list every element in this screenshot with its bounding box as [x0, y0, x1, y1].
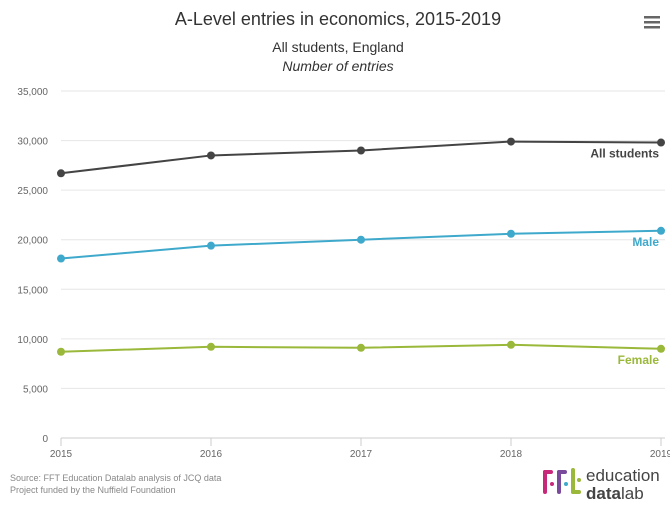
x-tick-label: 2015: [50, 449, 73, 460]
y-tick-label: 15,000: [17, 285, 48, 296]
data-point: [207, 151, 215, 160]
data-point: [507, 229, 515, 238]
data-point: [57, 254, 65, 263]
data-point: [57, 169, 65, 178]
datalab-logo: education datalab: [543, 466, 660, 503]
y-axis-label: Number of entries: [282, 58, 393, 74]
logo-text-lab: lab: [621, 484, 644, 503]
data-point: [357, 343, 365, 352]
logo-text-data: data: [586, 484, 622, 503]
y-tick-label: 0: [42, 434, 48, 445]
series-label: Male: [632, 235, 659, 249]
x-tick-label: 2019: [650, 449, 670, 460]
y-tick-label: 25,000: [17, 186, 48, 197]
data-point: [207, 342, 215, 351]
chart-title: A-Level entries in economics, 2015-2019: [175, 9, 501, 29]
data-point: [207, 241, 215, 250]
series-label: All students: [590, 147, 659, 161]
chart-subtitle: All students, England: [272, 39, 404, 55]
data-point: [657, 226, 665, 235]
y-tick-label: 10,000: [17, 335, 48, 346]
data-point: [57, 347, 65, 356]
y-tick-label: 30,000: [17, 137, 48, 148]
funding-note: Project funded by the Nuffield Foundatio…: [10, 485, 175, 495]
x-tick-label: 2018: [500, 449, 523, 460]
data-point: [507, 340, 515, 349]
x-tick-label: 2017: [350, 449, 373, 460]
data-point: [357, 146, 365, 155]
series-line: [60, 229, 662, 260]
x-tick-label: 2016: [200, 449, 223, 460]
svg-text:datalab: datalab: [586, 484, 644, 503]
series-line: [60, 140, 662, 175]
series-label: Female: [618, 353, 660, 367]
data-point: [507, 137, 515, 146]
source-note: Source: FFT Education Datalab analysis o…: [10, 473, 221, 483]
data-point: [657, 344, 665, 353]
y-tick-label: 5,000: [23, 384, 48, 395]
logo-text-education: education: [586, 466, 660, 485]
y-tick-label: 20,000: [17, 236, 48, 247]
y-tick-label: 35,000: [17, 87, 48, 98]
hamburger-menu-icon[interactable]: [640, 10, 664, 34]
data-point: [357, 235, 365, 244]
data-point: [657, 138, 665, 147]
